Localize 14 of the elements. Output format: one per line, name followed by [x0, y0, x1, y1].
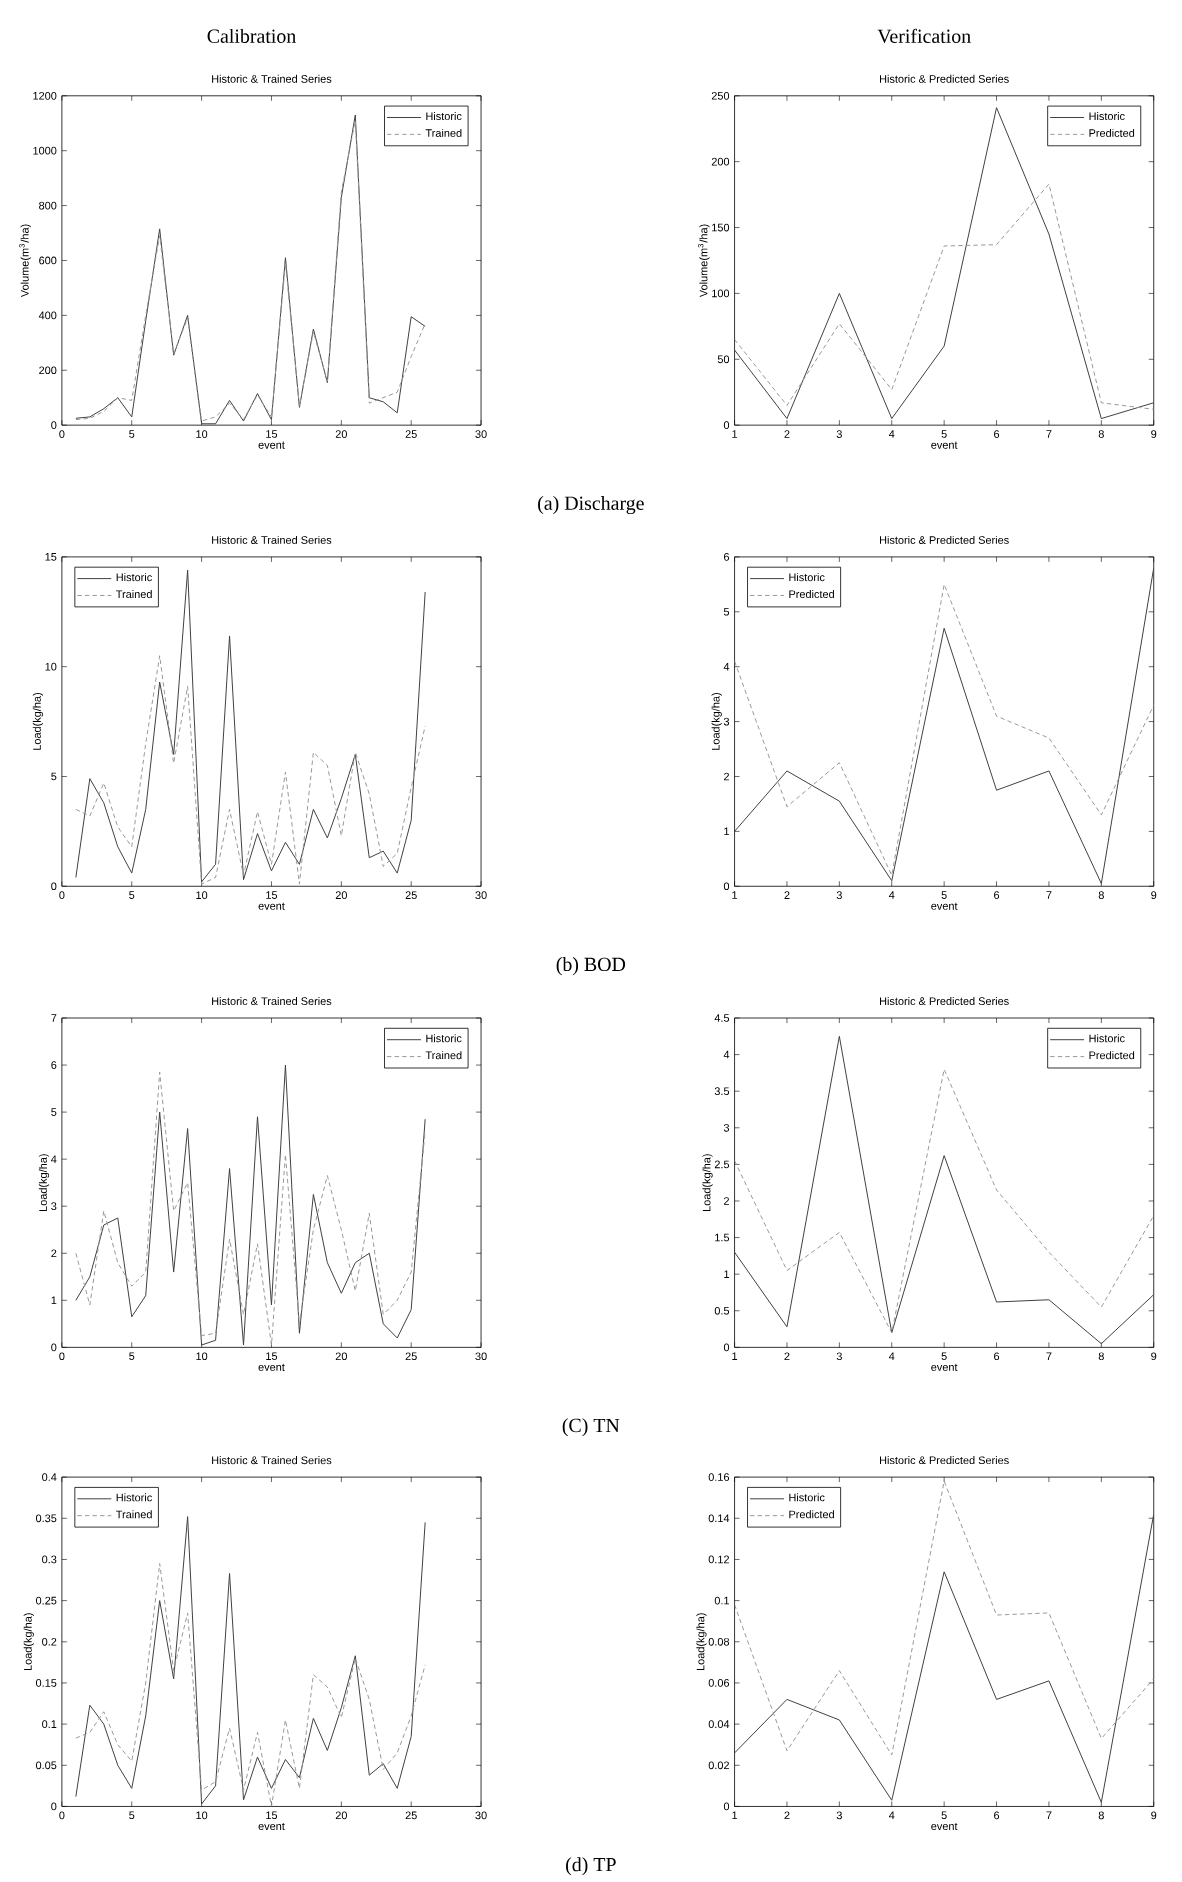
text: (a) Discharge: [538, 495, 644, 515]
text: (d) TP: [566, 1857, 616, 1876]
line-series: [75, 1563, 426, 1807]
line-series: [734, 1480, 1154, 1756]
text: Verification: [877, 28, 971, 44]
line-series: [734, 107, 1154, 420]
line-series: [75, 1516, 426, 1805]
line-series: [734, 1513, 1154, 1803]
line-series: [75, 569, 426, 883]
text: (b) BOD: [556, 957, 626, 976]
text: Calibration: [207, 28, 297, 43]
text: (C) TN: [562, 1418, 620, 1437]
line-series: [75, 655, 426, 885]
line-series: [734, 183, 1154, 410]
